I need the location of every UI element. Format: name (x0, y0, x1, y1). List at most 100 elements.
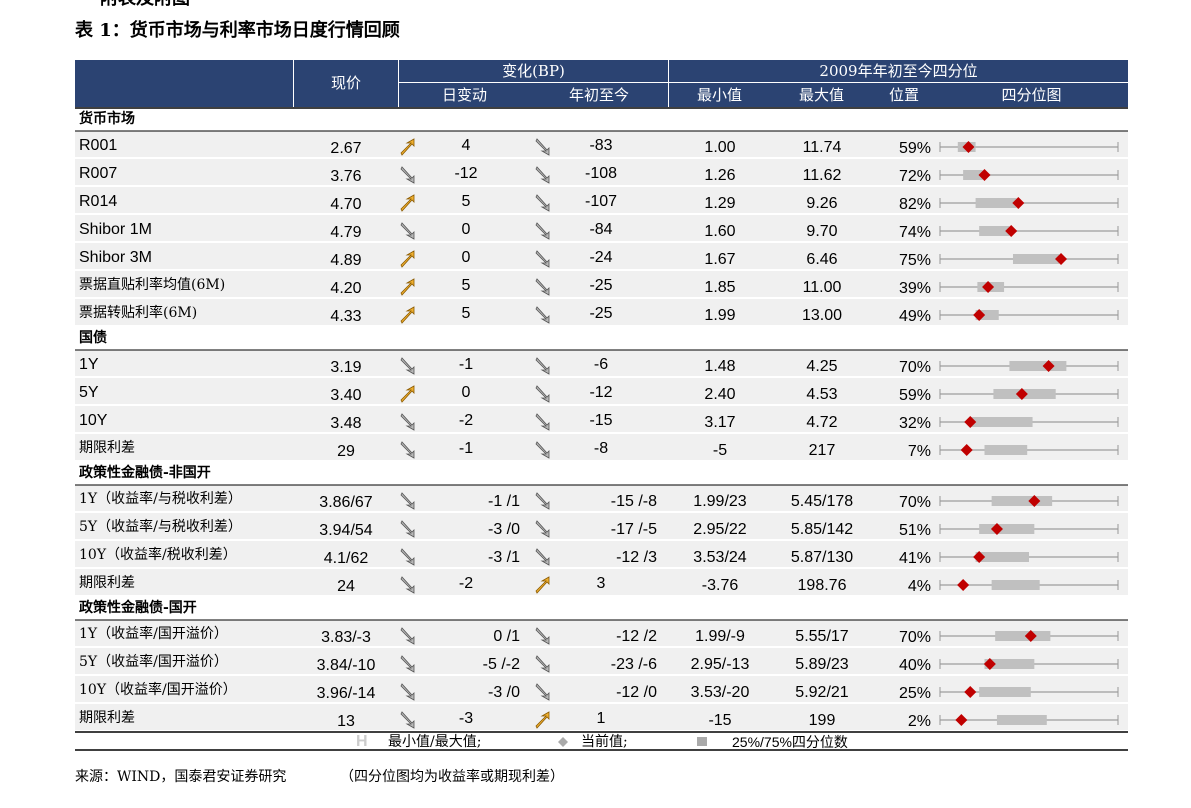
day-change: 0 /1 (493, 628, 520, 645)
ytd-change: -84 (589, 221, 613, 238)
current-marker (982, 281, 995, 293)
arrow-shape (535, 278, 550, 296)
row-name: R001 (79, 137, 118, 154)
row-name: 10Y（收益率/税收利差） (79, 547, 237, 563)
arrow-shape (400, 548, 415, 566)
arrow-down (400, 492, 415, 510)
ytd-change: -12 /2 (616, 628, 657, 645)
max: 11.74 (802, 139, 842, 156)
price: 29 (337, 443, 355, 460)
day-change: 0 (461, 384, 471, 401)
max: 5.85/142 (790, 521, 854, 538)
header-cell: 位置 (873, 83, 935, 107)
row-bg (75, 350, 1128, 376)
ytd-change: 1 (596, 710, 606, 727)
header-cell: 四分位图 (935, 83, 1128, 107)
row-name: R014 (79, 193, 118, 210)
header-cell: 现价 (294, 60, 398, 107)
row-bg (75, 704, 1128, 730)
ytd-change: -107 (584, 193, 618, 210)
arrow-down (400, 520, 415, 538)
position: 75% (898, 252, 931, 269)
row-bg (75, 541, 1128, 567)
day-change: 4 (461, 137, 471, 154)
price: 3.19 (330, 359, 362, 376)
arrow-down (400, 627, 415, 645)
arrow-down (400, 222, 415, 240)
quartile-box (979, 687, 1031, 697)
ytd-change: -25 (589, 277, 613, 294)
quartile-box (963, 170, 983, 180)
arrow-down (535, 306, 550, 324)
current-marker (1024, 630, 1037, 642)
min: 2.40 (704, 386, 736, 403)
current-marker (957, 579, 970, 591)
position: 2% (907, 713, 931, 730)
arrow-down (400, 711, 415, 729)
quartile-box (975, 310, 999, 320)
section-title: 政策性金融债-国开 (79, 600, 197, 616)
min: 1.26 (704, 167, 736, 184)
position: 25% (898, 685, 931, 702)
min: -15 (708, 712, 732, 729)
legend-icon (558, 737, 568, 747)
price: 3.48 (330, 415, 362, 432)
header-cell (75, 60, 293, 107)
price: 3.84/-10 (316, 657, 376, 674)
current-marker (962, 141, 975, 153)
arrow-shape (535, 548, 550, 566)
arrow-shape (400, 278, 415, 296)
current-marker (973, 551, 986, 563)
position: 59% (898, 387, 931, 404)
row-bg (75, 187, 1128, 213)
day-change: -12 (454, 165, 478, 182)
row-bg (75, 243, 1128, 269)
section-title: 货币市场 (79, 111, 135, 127)
max: 198.76 (797, 577, 847, 594)
row-bg (75, 569, 1128, 595)
min: 3.17 (704, 414, 736, 431)
arrow-shape (400, 492, 415, 510)
price: 4.70 (330, 196, 362, 213)
row-name: Shibor 3M (79, 249, 152, 266)
row-bg (75, 434, 1128, 460)
price: 4.1/62 (323, 550, 369, 567)
arrow-shape (535, 413, 550, 431)
arrow-shape (400, 357, 415, 375)
table-title: 表 1：货币市场与利率市场日度行情回顾 (75, 20, 400, 41)
arrow-shape (535, 138, 550, 156)
arrow-shape (400, 138, 415, 156)
arrow-shape (535, 683, 550, 701)
current-marker (990, 523, 1003, 535)
row-name: 5Y（收益率/与税收利差） (79, 519, 242, 535)
row-name: 票据直贴利率均值(6M) (79, 277, 226, 293)
position: 70% (898, 629, 931, 646)
arrow-up (535, 576, 550, 594)
row-bg (75, 378, 1128, 404)
day-change: -3 /0 (487, 521, 520, 538)
min: 1.99/23 (693, 493, 747, 510)
max: 217 (808, 442, 836, 459)
row-bg (75, 620, 1128, 646)
current-marker (964, 416, 977, 428)
day-change: -2 (458, 575, 474, 592)
price: 3.86/67 (319, 494, 373, 511)
arrow-shape (400, 683, 415, 701)
position: 51% (898, 522, 931, 539)
arrow-shape (535, 385, 550, 403)
ytd-change: -25 (589, 305, 613, 322)
day-change: 5 (461, 193, 471, 210)
quartile-box (1009, 361, 1067, 371)
arrow-down (535, 627, 550, 645)
arrow-shape (535, 357, 550, 375)
ytd-change: -6 (593, 356, 609, 373)
row-name: 10Y（收益率/国开溢价） (79, 682, 237, 698)
row-name: 期限利差 (79, 575, 135, 591)
price: 24 (337, 578, 355, 595)
row-name: R007 (79, 165, 118, 182)
min: 1.99/-9 (695, 628, 745, 645)
arrow-shape (400, 306, 415, 324)
position: 41% (898, 550, 931, 567)
legend-label: 最小值/最大值; (388, 734, 482, 750)
quartile-box (979, 226, 1010, 236)
